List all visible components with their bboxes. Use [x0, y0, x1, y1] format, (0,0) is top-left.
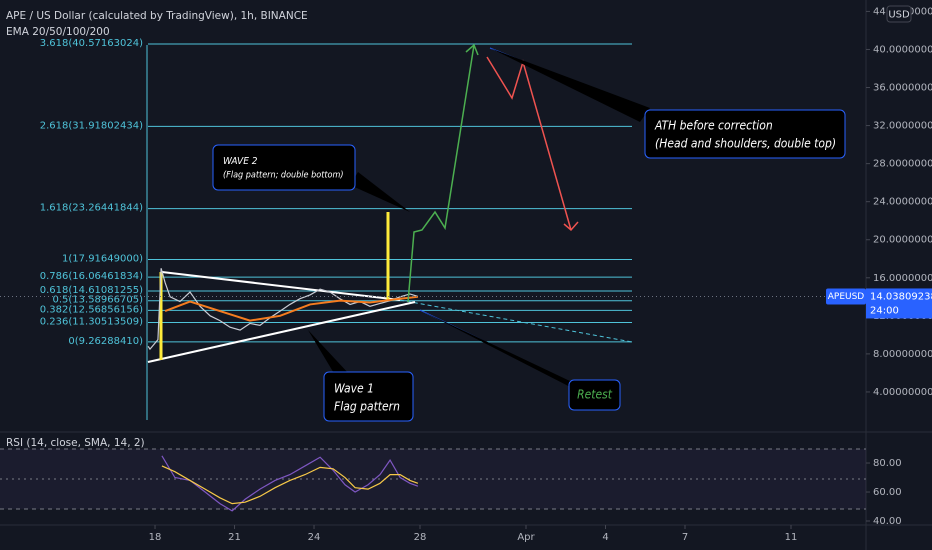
- y-tick-label: 32.00000000: [873, 121, 932, 132]
- callout-title: Retest: [577, 388, 613, 402]
- x-tick-label: 11: [785, 532, 798, 543]
- callout-text: Flag pattern: [334, 400, 400, 414]
- callout-text: (Flag pattern; double bottom): [223, 171, 344, 181]
- series-line: [164, 295, 419, 322]
- fib-label: 1(17.91649000): [62, 254, 143, 265]
- x-tick-label: 18: [149, 532, 162, 543]
- fib-label: 2.618(31.91802434): [40, 120, 143, 131]
- callout-pointer: [490, 48, 650, 122]
- callout-text: (Head and shoulders, double top): [655, 137, 836, 151]
- fib-label: 3.618(40.57163024): [40, 38, 143, 49]
- x-tick-label: Apr: [517, 532, 535, 543]
- fib-label: 0.618(14.61081255): [40, 285, 143, 296]
- projection-up: [407, 44, 475, 303]
- indicator-legend: EMA 20/50/100/200: [6, 26, 110, 38]
- currency-label: USD: [888, 10, 910, 21]
- projection-down: [486, 56, 572, 231]
- fib-label: 0(9.26288410): [68, 336, 143, 347]
- y-tick-label: 40.00000000: [873, 44, 932, 55]
- callout-pointer: [308, 330, 350, 375]
- symbol-title: APE / US Dollar (calculated by TradingVi…: [6, 10, 308, 22]
- callout-box: [568, 379, 621, 411]
- callout-title: Wave 1: [334, 382, 374, 396]
- fib-label: 0.382(12.56856156): [40, 304, 143, 315]
- y-tick-label: 36.00000000: [873, 83, 932, 94]
- fib-label: 1.618(23.26441844): [40, 203, 143, 214]
- x-tick-label: 21: [228, 532, 241, 543]
- trend-extension: [399, 299, 633, 343]
- price-badge: [866, 288, 932, 319]
- symbol-badge: [826, 288, 866, 305]
- callout-pointer: [420, 310, 580, 392]
- flag-lower: [147, 301, 416, 363]
- fib-label: 0.786(16.06461834): [40, 271, 143, 282]
- fib-label: 0.5(13.58966705): [52, 295, 143, 306]
- callout-title: ATH before correction: [654, 119, 773, 133]
- callout-title: WAVE 2: [223, 156, 258, 167]
- symbol-label: APEUSD: [828, 292, 865, 302]
- rsi-legend: RSI (14, close, SMA, 14, 2): [6, 437, 145, 449]
- x-tick-label: 28: [414, 532, 427, 543]
- y-tick-label: 24.00000000: [873, 197, 932, 208]
- callout-box: [323, 371, 414, 422]
- y-tick-label: 80.00: [873, 458, 902, 469]
- arrowhead: [465, 43, 479, 56]
- callout-box: [212, 144, 356, 191]
- flag-upper: [161, 271, 401, 301]
- fib-label: 0.236(11.30513509): [40, 316, 143, 327]
- y-tick-label: 40.00: [873, 516, 902, 527]
- y-tick-label: 60.00: [873, 487, 902, 498]
- y-tick-label: 16.00000000: [873, 273, 932, 284]
- x-tick-label: 24: [308, 532, 321, 543]
- y-tick-label: 4.00000000: [873, 387, 932, 398]
- x-tick-label: 7: [682, 532, 688, 543]
- price-label: 14.03809238: [870, 291, 932, 302]
- y-tick-label: 28.00000000: [873, 159, 932, 170]
- callout-pointer: [350, 172, 410, 212]
- y-tick-label: 20.00000000: [873, 235, 932, 246]
- callout-box: [644, 109, 846, 159]
- currency-badge[interactable]: [886, 5, 912, 23]
- x-tick-label: 4: [602, 532, 608, 543]
- arrowhead: [563, 221, 579, 232]
- y-tick-label: 8.00000000: [873, 349, 932, 360]
- series-line: [161, 465, 419, 505]
- countdown-label: 24:00: [870, 305, 899, 316]
- series-line: [161, 455, 419, 512]
